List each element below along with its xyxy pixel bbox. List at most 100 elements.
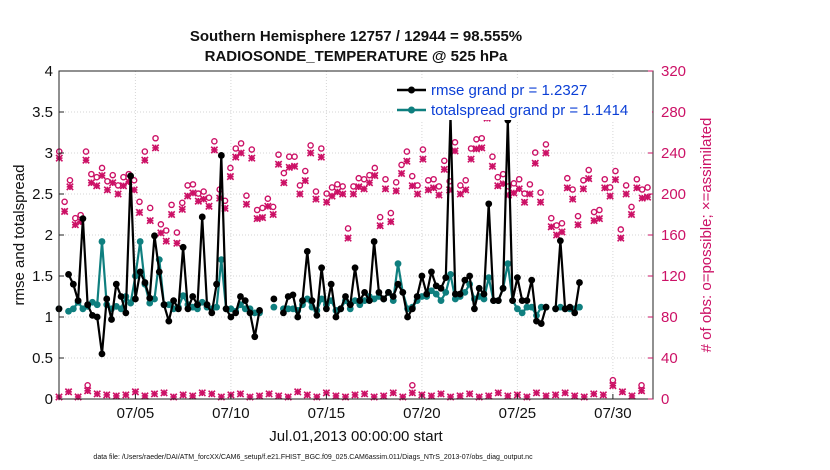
rmse-point (203, 301, 211, 309)
rmse-point (136, 268, 144, 276)
obs-assimilated-point (419, 155, 427, 163)
obs-assimilated-point (322, 198, 331, 206)
rmse-point (566, 303, 574, 311)
totalspread-point (394, 260, 402, 268)
obs-assimilated-point (248, 154, 256, 162)
rmse-point (280, 309, 287, 317)
obs-assimilated-point (547, 223, 556, 231)
bottom-obs-assimilated-point (303, 391, 312, 399)
bottom-obs-assimilated-point (465, 390, 474, 398)
obs-assimilated-point (600, 184, 609, 192)
rmse-point (289, 291, 297, 299)
obs-possible-point (141, 148, 149, 155)
totalspread-point (179, 292, 187, 300)
rmse-point (418, 272, 426, 280)
obs-assimilated-point (253, 214, 261, 223)
bottom-obs-assimilated-point (198, 389, 207, 397)
obs-assimilated-point (135, 208, 144, 217)
obs-possible-point (435, 183, 443, 190)
obs-possible-point (211, 138, 218, 145)
bottom-obs-assimilated-point (160, 389, 168, 397)
rmse-point (213, 280, 220, 288)
bottom-obs-assimilated-point (188, 392, 197, 400)
rmse-point (160, 301, 168, 309)
rmse-point (385, 289, 392, 296)
obs-assimilated-point (451, 147, 459, 155)
obs-possible-point (547, 214, 555, 222)
obs-assimilated-point (328, 192, 336, 200)
rmse-point (198, 213, 206, 221)
bottom-obs-assimilated-point (236, 390, 245, 398)
rmse-point (151, 232, 158, 240)
obs-possible-point (622, 182, 630, 189)
obs-assimilated-point (226, 172, 235, 181)
obs-assimilated-point (344, 234, 352, 242)
legend: rmse grand pr = 1.2327 totalspread grand… (394, 80, 652, 120)
totalspread-point (69, 305, 77, 313)
totalspread-point (361, 297, 368, 304)
obs-possible-point (344, 225, 352, 232)
totalspread-point (480, 295, 488, 303)
obs-assimilated-point (494, 182, 502, 190)
obs-possible-point (430, 175, 437, 183)
obs-possible-point (526, 181, 534, 188)
rmse-point (122, 309, 130, 317)
bottom-obs-assimilated-point (551, 391, 560, 399)
obs-possible-point (120, 173, 127, 181)
bottom-obs-assimilated-point (93, 390, 101, 398)
obs-assimilated-point (403, 157, 411, 165)
obs-assimilated-point (146, 216, 154, 225)
rmse-point (475, 284, 483, 292)
totalspread-point (513, 305, 521, 313)
rmse-point (232, 309, 240, 317)
obs-possible-point (564, 174, 571, 182)
rmse-point (499, 284, 507, 292)
obs-possible-point (109, 171, 117, 179)
obs-assimilated-point (108, 178, 117, 187)
chart-title: Southern Hemisphere 12757 / 12944 = 98.5… (190, 28, 522, 45)
bottom-obs-assimilated-point (274, 392, 283, 400)
bottom-obs-assimilated-point (332, 392, 340, 400)
x-tick-label: 07/25 (499, 405, 537, 422)
legend-marker-totalspread (408, 106, 415, 114)
obs-assimilated-point (536, 198, 545, 206)
obs-assimilated-point (167, 210, 176, 219)
legend-marker-rmse (408, 86, 415, 94)
obs-assimilated-point (520, 198, 529, 206)
obs-assimilated-point (584, 174, 593, 183)
obs-assimilated-point (515, 185, 523, 193)
rmse-point (471, 305, 478, 313)
obs-possible-point (291, 153, 298, 160)
obs-assimilated-point (643, 193, 652, 201)
y-tick-label: 4 (45, 63, 53, 80)
rmse-point (356, 297, 364, 304)
y-tick-label: 1 (45, 309, 53, 326)
rmse-point (308, 297, 316, 304)
obs-possible-point (88, 170, 95, 178)
rmse-point (437, 284, 445, 292)
rmse-point (217, 152, 225, 159)
bottom-obs-assimilated-point (637, 387, 646, 395)
obs-possible-point (633, 175, 641, 183)
obs-possible-point (382, 175, 389, 183)
rmse-point (131, 295, 139, 303)
obs-possible-point (392, 179, 400, 186)
totalspread-point (136, 238, 144, 245)
totalspread-point (537, 303, 545, 311)
obs-possible-point (441, 157, 448, 165)
rmse-point (303, 248, 311, 255)
y2-tick-label: 0 (661, 391, 669, 408)
obs-possible-point (157, 221, 165, 228)
rmse-point (494, 297, 502, 304)
rmse-point (174, 305, 182, 313)
totalspread-point (442, 289, 450, 296)
obs-possible-point (61, 198, 68, 206)
obs-assimilated-point (66, 183, 74, 191)
rmse-point (322, 305, 330, 313)
rmse-point (65, 270, 72, 278)
rmse-point (227, 313, 235, 321)
rmse-point (327, 280, 335, 288)
rmse-point (399, 289, 407, 296)
rmse-point (576, 279, 583, 286)
obs-assimilated-point (183, 192, 192, 200)
